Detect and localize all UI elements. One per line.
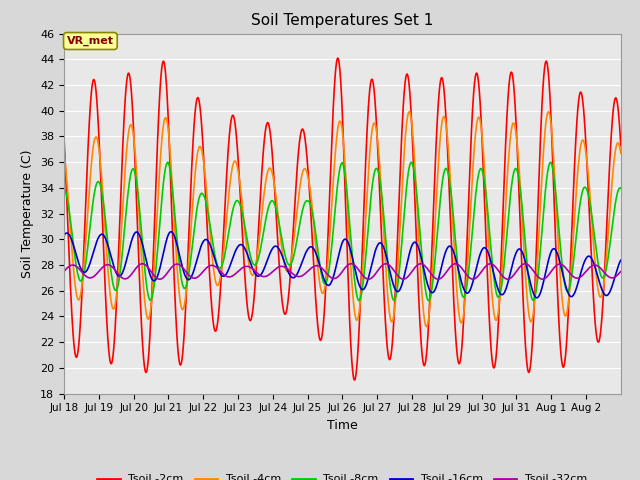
- Tsoil -32cm: [617, 269, 625, 275]
- Tsoil -32cm: [156, 276, 164, 282]
- Tsoil -2cm: [351, 377, 358, 383]
- Title: Soil Temperatures Set 1: Soil Temperatures Set 1: [252, 13, 433, 28]
- Tsoil -8cm: [497, 290, 504, 296]
- Line: Tsoil -2cm: Tsoil -2cm: [64, 58, 621, 380]
- Tsoil -8cm: [432, 251, 440, 257]
- Tsoil -16cm: [431, 286, 439, 292]
- Tsoil -2cm: [334, 55, 342, 61]
- Tsoil -16cm: [533, 295, 541, 300]
- Tsoil -32cm: [472, 276, 479, 281]
- Tsoil -8cm: [617, 185, 625, 191]
- Tsoil -4cm: [420, 316, 428, 322]
- Tsoil -2cm: [60, 135, 68, 141]
- Tsoil -2cm: [617, 143, 625, 148]
- Tsoil -16cm: [167, 229, 175, 235]
- Tsoil -8cm: [156, 219, 164, 225]
- Tsoil -8cm: [420, 279, 428, 285]
- Tsoil -4cm: [60, 150, 68, 156]
- Tsoil -8cm: [60, 185, 68, 191]
- Tsoil -2cm: [497, 278, 504, 284]
- Tsoil -32cm: [138, 261, 146, 266]
- Tsoil -4cm: [405, 109, 413, 115]
- Tsoil -32cm: [431, 276, 439, 281]
- Tsoil -4cm: [617, 150, 625, 156]
- Tsoil -16cm: [617, 257, 625, 263]
- Tsoil -4cm: [156, 164, 164, 169]
- Tsoil -32cm: [420, 263, 428, 268]
- Line: Tsoil -16cm: Tsoil -16cm: [64, 232, 621, 298]
- Tsoil -16cm: [496, 290, 504, 296]
- Tsoil -32cm: [496, 270, 504, 276]
- Tsoil -8cm: [355, 298, 363, 303]
- Tsoil -2cm: [432, 153, 440, 159]
- Tsoil -2cm: [488, 356, 496, 362]
- Tsoil -2cm: [472, 72, 479, 77]
- Tsoil -8cm: [408, 159, 415, 165]
- Tsoil -4cm: [472, 129, 479, 134]
- Tsoil -16cm: [472, 268, 479, 274]
- Tsoil -8cm: [488, 257, 496, 263]
- Tsoil -8cm: [472, 191, 479, 197]
- Line: Tsoil -8cm: Tsoil -8cm: [64, 162, 621, 300]
- Tsoil -4cm: [497, 289, 504, 295]
- X-axis label: Time: Time: [327, 419, 358, 432]
- Tsoil -2cm: [156, 89, 164, 95]
- Tsoil -4cm: [488, 292, 496, 298]
- Text: VR_met: VR_met: [67, 36, 114, 46]
- Tsoil -32cm: [539, 276, 547, 282]
- Tsoil -4cm: [422, 324, 430, 330]
- Line: Tsoil -4cm: Tsoil -4cm: [64, 112, 621, 327]
- Tsoil -16cm: [420, 268, 428, 274]
- Tsoil -2cm: [420, 363, 428, 369]
- Tsoil -16cm: [60, 233, 68, 239]
- Tsoil -16cm: [156, 265, 164, 271]
- Tsoil -32cm: [488, 261, 496, 267]
- Tsoil -4cm: [432, 210, 440, 216]
- Tsoil -16cm: [488, 263, 496, 268]
- Y-axis label: Soil Temperature (C): Soil Temperature (C): [22, 149, 35, 278]
- Tsoil -32cm: [60, 269, 68, 275]
- Line: Tsoil -32cm: Tsoil -32cm: [64, 264, 621, 279]
- Legend: Tsoil -2cm, Tsoil -4cm, Tsoil -8cm, Tsoil -16cm, Tsoil -32cm: Tsoil -2cm, Tsoil -4cm, Tsoil -8cm, Tsoi…: [93, 470, 592, 480]
